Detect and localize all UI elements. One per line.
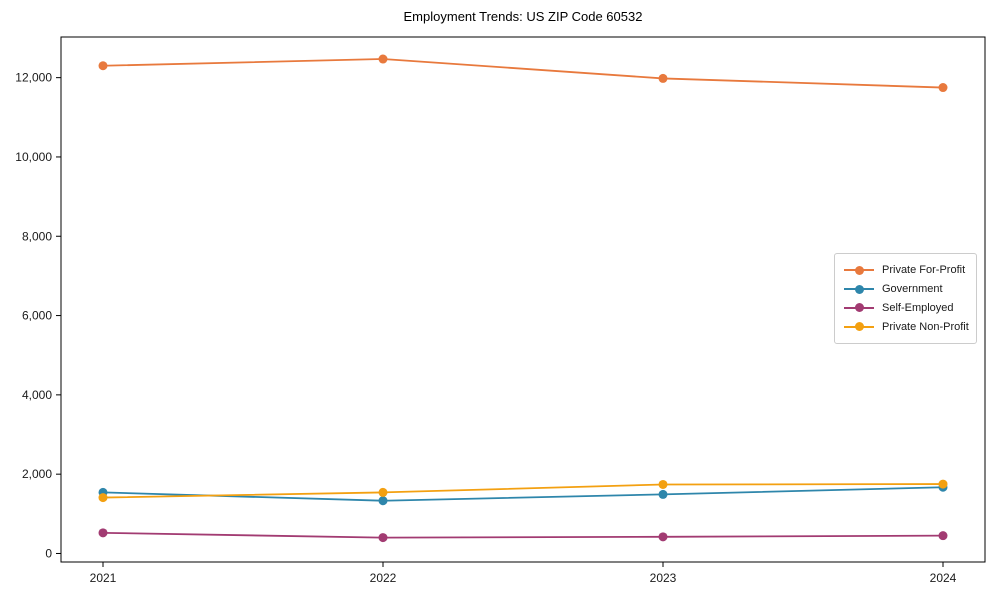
series-point-self-employed	[938, 531, 948, 541]
legend-label: Self-Employed	[882, 301, 954, 314]
y-tick-label: 0	[45, 546, 52, 560]
legend-marker-private-non-profit-icon	[844, 321, 874, 332]
series-point-private-for-profit	[658, 73, 668, 83]
legend-item-private-non-profit: Private Non-Profit	[844, 320, 969, 333]
y-tick-label: 4,000	[22, 388, 52, 402]
series-point-private-non-profit	[658, 479, 668, 489]
y-tick-label: 8,000	[22, 229, 52, 243]
series-point-government	[658, 489, 668, 499]
axes-spines	[60, 36, 986, 563]
series-line-private-non-profit	[102, 483, 944, 499]
x-tick-label: 2021	[90, 571, 117, 585]
series-point-self-employed	[658, 532, 668, 542]
legend-item-government: Government	[844, 283, 967, 295]
legend-label: Government	[882, 283, 943, 296]
series-point-private-for-profit	[378, 54, 388, 64]
series-point-private-for-profit	[98, 61, 108, 71]
legend-marker-private-for-profit-icon	[844, 265, 874, 276]
series-point-self-employed	[98, 528, 108, 538]
y-tick-label: 12,000	[15, 71, 52, 85]
series-line-self-employed	[102, 531, 944, 539]
legend-label: Private For-Profit	[882, 264, 966, 277]
legend-marker-government-icon	[844, 284, 874, 295]
series-point-self-employed	[378, 533, 388, 543]
legend-marker-self-employed-icon	[844, 302, 874, 313]
x-tick-label: 2022	[370, 571, 397, 585]
y-tick-label: 10,000	[15, 150, 52, 164]
series-line-private-for-profit	[102, 58, 944, 89]
series-point-government	[378, 496, 388, 506]
legend-label: Private Non-Profit	[882, 320, 969, 333]
legend-item-private-for-profit: Private For-Profit	[844, 264, 967, 276]
series-point-private-for-profit	[938, 83, 948, 93]
y-tick-label: 6,000	[22, 309, 52, 323]
series-point-private-non-profit	[98, 493, 108, 503]
legend: Private For-Profit Government Self-Employe…	[834, 253, 977, 344]
y-tick-label: 2,000	[22, 467, 52, 481]
chart-title: Employment Trends: US ZIP Code 60532	[403, 9, 643, 24]
series-point-private-non-profit	[938, 479, 948, 489]
legend-item-self-employed: Self-Employed	[844, 302, 967, 314]
x-tick-label: 2023	[650, 571, 677, 585]
x-tick-label: 2024	[930, 571, 957, 585]
series-point-private-non-profit	[378, 487, 388, 497]
series-line-government	[102, 486, 944, 502]
